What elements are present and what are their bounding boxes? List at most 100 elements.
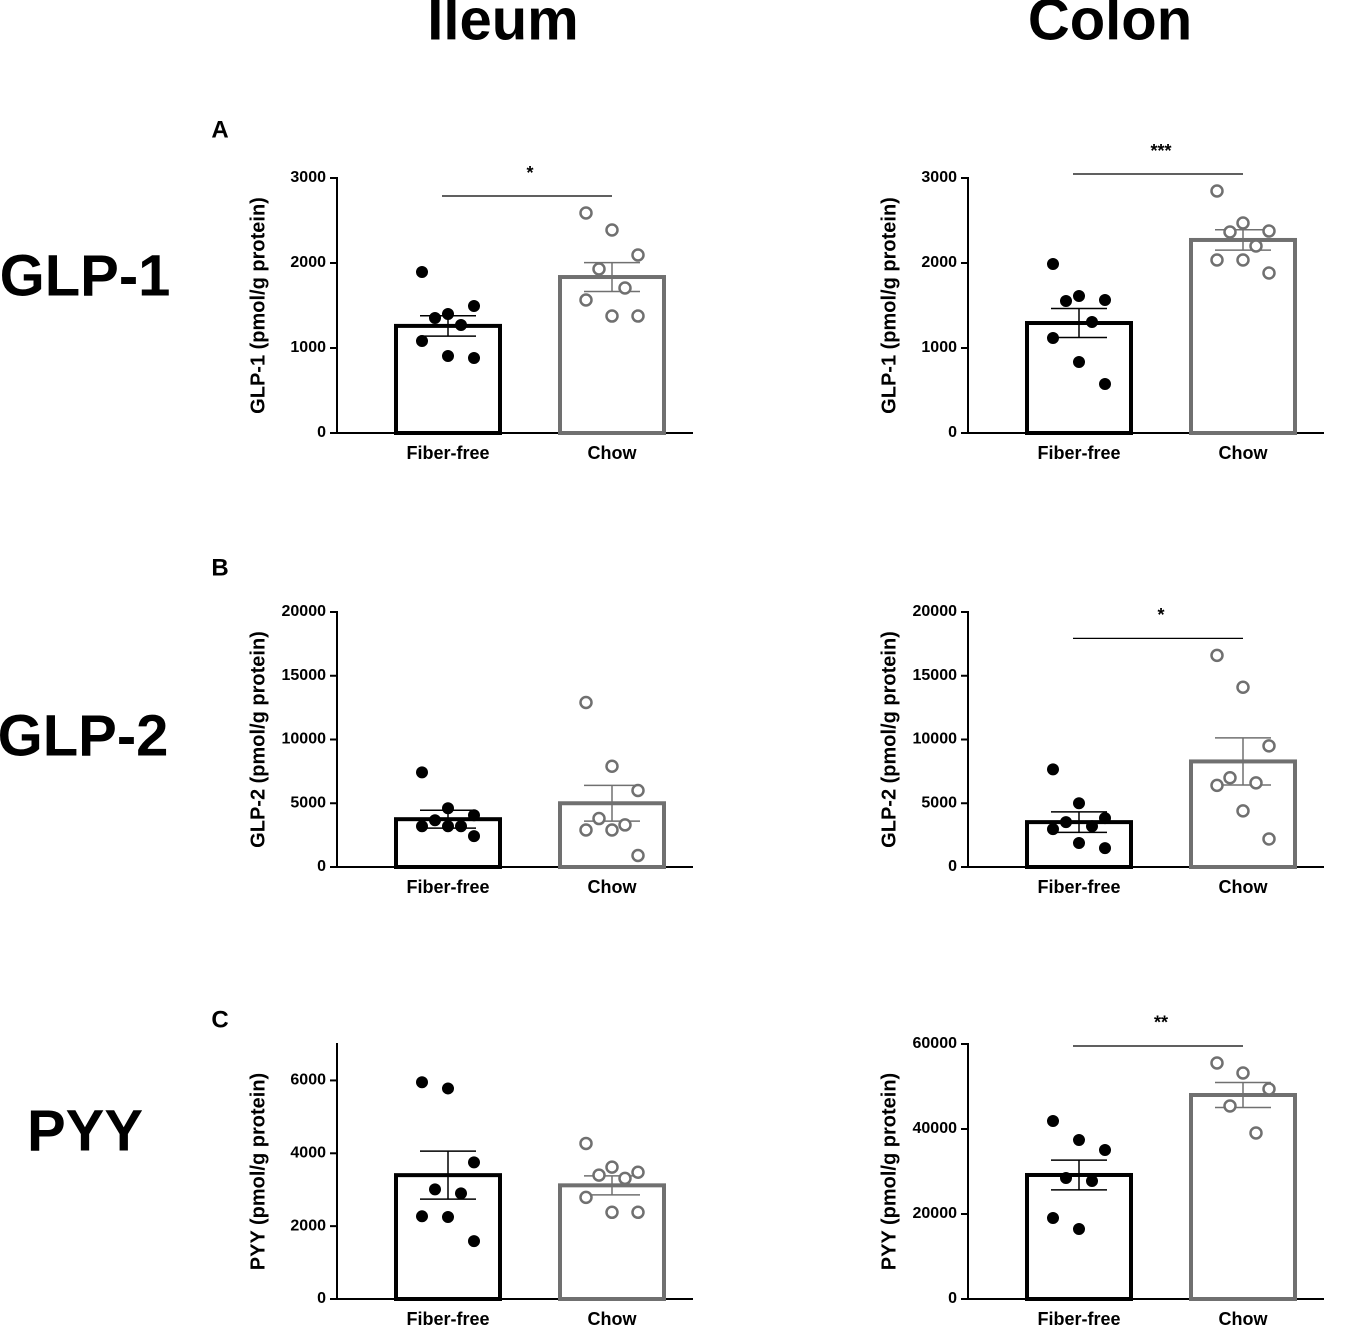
row-label: GLP-2 — [0, 703, 168, 768]
data-point — [442, 1211, 454, 1224]
x-tick-label: Fiber-free — [406, 877, 489, 897]
data-point — [1060, 1172, 1072, 1185]
data-point — [605, 1160, 619, 1174]
y-tick-label: 3000 — [921, 169, 957, 186]
data-point — [1047, 331, 1059, 344]
data-point — [1047, 258, 1059, 271]
y-tick-label: 40000 — [913, 1120, 958, 1137]
error-bar — [420, 1150, 476, 1200]
x-tick-label: Chow — [1219, 1309, 1269, 1327]
y-tick-label: 2000 — [290, 1217, 326, 1234]
error-bar — [1051, 811, 1107, 834]
significance-label: ** — [1154, 1013, 1168, 1033]
data-point — [455, 319, 467, 332]
data-point — [1223, 225, 1237, 239]
x-tick-label: Fiber-free — [406, 1309, 489, 1327]
data-point — [416, 766, 428, 779]
y-tick-label: 0 — [948, 1290, 957, 1307]
data-point — [429, 814, 441, 827]
error-bar — [1051, 307, 1107, 339]
data-point — [579, 823, 593, 837]
data-point — [1236, 1066, 1250, 1080]
bar — [1189, 237, 1297, 435]
chart-panel: 0 20000 40000 60000 PYY (pmol/g protein) Fibe… — [878, 1013, 1324, 1327]
y-axis-label: PYY (pmol/g protein) — [247, 1073, 269, 1270]
data-point — [1047, 1115, 1059, 1128]
data-point — [1236, 216, 1250, 230]
data-point — [1249, 239, 1263, 253]
data-point — [442, 1082, 454, 1095]
row-label: GLP-1 — [0, 243, 170, 308]
data-point — [468, 809, 480, 822]
data-point — [605, 223, 619, 237]
y-tick-label: 0 — [317, 424, 326, 441]
data-point — [1073, 356, 1085, 369]
data-point — [618, 281, 632, 295]
x-tick-label: Chow — [1219, 443, 1269, 463]
data-point — [1262, 739, 1276, 753]
y-tick-label: 0 — [948, 858, 957, 875]
data-point — [618, 818, 632, 832]
y-axis-label: GLP-2 (pmol/g protein) — [878, 631, 900, 848]
x-tick-label: Fiber-free — [406, 443, 489, 463]
data-point — [1099, 842, 1111, 855]
data-point — [1262, 832, 1276, 846]
data-point — [455, 1187, 467, 1200]
data-point — [1099, 812, 1111, 825]
data-point — [618, 1171, 632, 1186]
data-point — [468, 1235, 480, 1248]
y-tick-label: 2000 — [921, 254, 957, 271]
x-tick-label: Chow — [588, 877, 638, 897]
data-point — [442, 308, 454, 320]
data-point — [468, 300, 480, 313]
x-tick-label: Chow — [1219, 877, 1269, 897]
significance-label: * — [1157, 605, 1164, 625]
data-point — [592, 262, 606, 276]
data-point — [442, 820, 454, 833]
panel-label: C — [211, 1006, 228, 1033]
data-point — [1223, 1099, 1237, 1113]
data-point — [1210, 648, 1224, 663]
data-point — [1236, 804, 1250, 818]
chart-panel: 0 1000 2000 3000 GLP-1 (pmol/g protein) Fiber… — [878, 141, 1324, 463]
data-point — [1073, 797, 1085, 810]
data-point — [1073, 1223, 1085, 1236]
bar — [394, 323, 502, 435]
y-tick-label: 3000 — [290, 169, 326, 186]
data-point — [579, 1190, 593, 1205]
bar — [558, 275, 666, 435]
panel-label: A — [211, 116, 228, 143]
y-tick-label: 5000 — [921, 794, 957, 811]
data-point — [1236, 253, 1250, 267]
data-point — [605, 1205, 619, 1220]
data-point — [631, 1165, 645, 1179]
bar — [1189, 1093, 1297, 1301]
data-point — [1086, 820, 1098, 833]
data-point — [1060, 816, 1072, 829]
data-point — [605, 759, 619, 774]
data-point — [416, 335, 428, 348]
data-point — [1099, 1143, 1111, 1156]
chart-panel: 0 1000 2000 3000 GLP-1 (pmol/g protein) Fiber… — [247, 163, 693, 463]
data-point — [468, 830, 480, 843]
bar — [1025, 1172, 1133, 1301]
chart-panel: 0 2000 4000 6000 PYY (pmol/g protein) Fiber-f… — [247, 1043, 693, 1327]
data-point — [1073, 837, 1085, 850]
data-point — [1086, 315, 1098, 328]
y-tick-label: 0 — [317, 1290, 326, 1307]
data-point — [631, 1205, 645, 1220]
chart-panel: 0 5000 10000 15000 20000 GLP-2 (pmol/g protei… — [247, 603, 693, 897]
data-point — [592, 811, 606, 826]
y-tick-label: 20000 — [913, 1205, 958, 1222]
data-point — [468, 352, 480, 365]
data-point — [605, 823, 619, 837]
data-point — [579, 1136, 593, 1151]
y-axis-label: GLP-2 (pmol/g protein) — [247, 631, 269, 848]
data-point — [579, 206, 593, 220]
data-point — [631, 848, 645, 863]
data-point — [468, 1156, 480, 1169]
data-point — [1236, 680, 1250, 694]
data-point — [1262, 224, 1276, 238]
data-point — [631, 248, 645, 262]
